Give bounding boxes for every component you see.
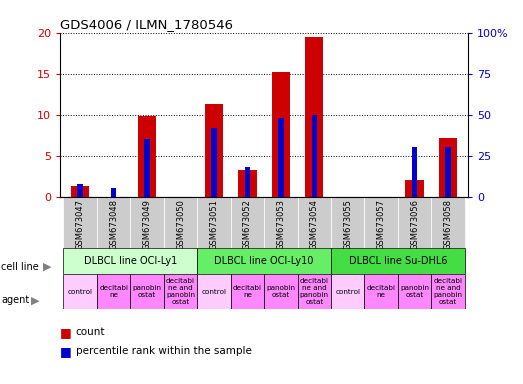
Text: GSM673049: GSM673049 [143,199,152,250]
Text: ▶: ▶ [31,295,40,305]
Bar [205,104,223,197]
Bar [211,128,217,197]
Bar [164,197,197,248]
Text: decitabi
ne: decitabi ne [233,285,262,298]
Bar [97,274,130,309]
Bar [264,274,298,309]
Bar [97,197,130,248]
Bar [431,274,465,309]
Text: GSM673051: GSM673051 [209,199,219,250]
Bar [63,248,197,274]
Bar [365,274,398,309]
Text: ■: ■ [60,326,72,339]
Bar [412,147,417,197]
Bar [71,186,89,197]
Text: GSM673055: GSM673055 [343,199,352,250]
Text: panobin
ostat: panobin ostat [400,285,429,298]
Text: GSM673056: GSM673056 [410,199,419,250]
Text: GSM673058: GSM673058 [444,199,452,250]
Text: cell line: cell line [1,262,39,272]
Bar [298,274,331,309]
Text: DLBCL line OCI-Ly10: DLBCL line OCI-Ly10 [214,256,314,266]
Bar [312,115,317,197]
Bar [63,197,97,248]
Bar [365,197,398,248]
Bar [398,197,431,248]
Bar [264,197,298,248]
Text: agent: agent [1,295,29,305]
Bar [144,139,150,197]
Bar [238,170,257,197]
Bar [164,274,197,309]
Bar [245,167,250,197]
Bar [231,197,264,248]
Text: decitabi
ne and
panobin
ostat: decitabi ne and panobin ostat [434,278,462,305]
Text: decitabi
ne: decitabi ne [99,285,128,298]
Bar [130,197,164,248]
Text: GSM673057: GSM673057 [377,199,385,250]
Text: DLBCL line Su-DHL6: DLBCL line Su-DHL6 [349,256,447,266]
Text: GSM673047: GSM673047 [76,199,85,250]
Text: panobin
ostat: panobin ostat [266,285,295,298]
Text: GSM673050: GSM673050 [176,199,185,250]
Bar [439,137,457,197]
Text: GDS4006 / ILMN_1780546: GDS4006 / ILMN_1780546 [60,18,233,31]
Text: ▶: ▶ [43,262,51,272]
Text: DLBCL line OCI-Ly1: DLBCL line OCI-Ly1 [84,256,177,266]
Text: decitabi
ne and
panobin
ostat: decitabi ne and panobin ostat [300,278,329,305]
Bar [398,274,431,309]
Bar [331,248,465,274]
Bar [331,197,365,248]
Text: control: control [67,288,93,295]
Bar [405,180,424,197]
Bar [445,147,451,197]
Bar [77,184,83,197]
Text: control: control [335,288,360,295]
Bar [331,274,365,309]
Text: ■: ■ [60,345,72,358]
Bar [197,248,331,274]
Bar [278,118,283,197]
Bar [231,274,264,309]
Bar [271,72,290,197]
Bar [138,116,156,197]
Text: count: count [76,327,105,337]
Bar [197,197,231,248]
Text: GSM673052: GSM673052 [243,199,252,250]
Text: GSM673053: GSM673053 [276,199,286,250]
Bar [111,189,117,197]
Bar [431,197,465,248]
Text: panobin
ostat: panobin ostat [133,285,162,298]
Bar [197,274,231,309]
Text: decitabi
ne and
panobin
ostat: decitabi ne and panobin ostat [166,278,195,305]
Bar [130,274,164,309]
Text: GSM673048: GSM673048 [109,199,118,250]
Bar [63,274,97,309]
Text: GSM673054: GSM673054 [310,199,319,250]
Bar [298,197,331,248]
Text: control: control [201,288,226,295]
Text: decitabi
ne: decitabi ne [367,285,395,298]
Bar [305,37,323,197]
Text: percentile rank within the sample: percentile rank within the sample [76,346,252,356]
